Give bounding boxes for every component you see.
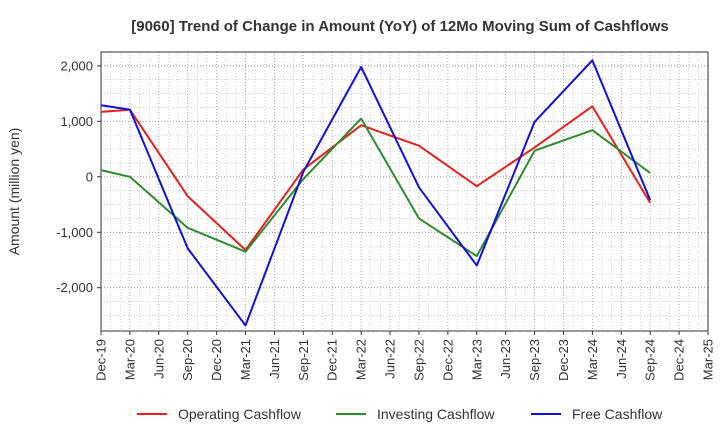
x-tick-label: Dec-19 xyxy=(94,339,109,381)
x-tick-label: Mar-25 xyxy=(701,339,716,380)
x-tick-label: Mar-21 xyxy=(238,339,253,380)
x-tick-label: Jun-24 xyxy=(614,339,629,379)
x-tick-label: Dec-21 xyxy=(325,339,340,381)
legend: Operating Cashflow Investing Cashflow Free… xyxy=(137,406,663,422)
series-lines xyxy=(100,59,652,327)
y-tick-label: 0 xyxy=(86,169,93,184)
x-tick-label: Mar-22 xyxy=(354,339,369,380)
grid xyxy=(100,52,709,331)
x-tick-label: Jun-22 xyxy=(383,339,398,379)
x-tick-label: Dec-20 xyxy=(209,339,224,381)
plot-area-frame xyxy=(100,51,709,332)
x-tick-label: Dec-22 xyxy=(440,339,455,381)
x-tick-label: Sep-20 xyxy=(180,339,195,381)
x-tick-label: Mar-24 xyxy=(585,339,600,380)
x-tick-label: Sep-23 xyxy=(527,339,542,381)
legend-operating-cashflow-label: Operating Cashflow xyxy=(178,406,302,422)
y-axis-ticks: 2,000 1,000 0 -1,000 -2,000 xyxy=(56,58,101,295)
series-line-investing-cashflow xyxy=(100,117,651,258)
x-tick-label: Sep-21 xyxy=(296,339,311,381)
x-tick-label: Sep-24 xyxy=(643,339,658,381)
y-tick-label: -1,000 xyxy=(56,225,93,240)
x-tick-label: Mar-20 xyxy=(122,339,137,380)
y-tick-label: -2,000 xyxy=(56,280,93,295)
chart-title: [9060] Trend of Change in Amount (YoY) o… xyxy=(131,18,669,35)
x-tick-label: Mar-23 xyxy=(469,339,484,380)
x-tick-label: Dec-24 xyxy=(672,339,687,381)
y-tick-label: 1,000 xyxy=(60,114,93,129)
y-axis-label: Amount (million yen) xyxy=(6,128,22,256)
x-tick-label: Sep-22 xyxy=(411,339,426,381)
x-axis-ticks: Dec-19 Mar-20 Jun-20 Sep-20 Dec-20 Mar-21 Jun-… xyxy=(94,331,716,381)
series-line-operating-cashflow xyxy=(100,105,652,252)
x-tick-label: Dec-23 xyxy=(556,339,571,381)
y-tick-label: 2,000 xyxy=(60,58,93,73)
legend-free-cashflow-label: Free Cashflow xyxy=(572,406,663,422)
x-tick-label: Jun-23 xyxy=(498,339,513,379)
x-tick-label: Jun-20 xyxy=(151,339,166,379)
x-tick-label: Jun-21 xyxy=(267,339,282,379)
legend-investing-cashflow-label: Investing Cashflow xyxy=(377,406,495,422)
series-line-free-cashflow xyxy=(100,59,652,327)
